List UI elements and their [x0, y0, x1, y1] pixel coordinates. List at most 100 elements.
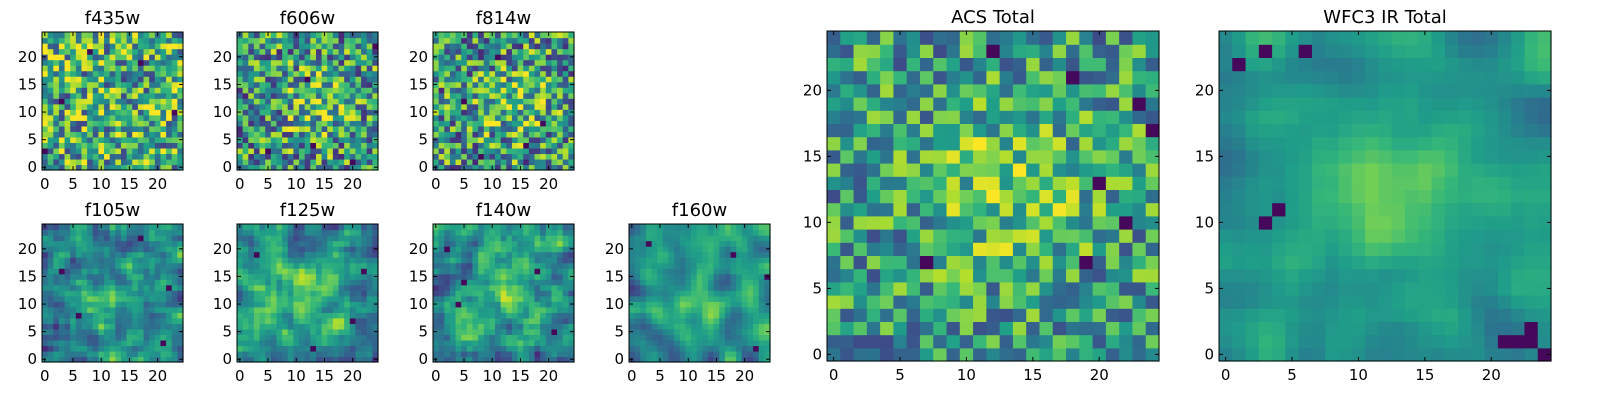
- heatmap-cell: [166, 224, 173, 231]
- heatmap-cell: [75, 37, 83, 44]
- heatmap-cell: [999, 281, 1014, 296]
- heatmap-cell: [551, 224, 558, 231]
- heatmap-cell: [315, 350, 323, 358]
- heatmap-cell: [483, 350, 490, 358]
- heatmap-cell: [495, 290, 502, 297]
- heatmap-cell: [338, 131, 345, 138]
- heatmap-cell: [304, 65, 311, 72]
- heatmap-cell: [92, 76, 99, 83]
- heatmap-cell: [736, 350, 743, 358]
- heatmap-cell: [685, 273, 692, 280]
- heatmap-cell: [489, 345, 496, 352]
- heatmap-cell: [53, 76, 60, 83]
- heatmap-cell: [478, 317, 485, 324]
- heatmap-cell: [444, 164, 451, 171]
- heatmap-cell: [293, 279, 300, 286]
- heatmap-cell: [361, 273, 368, 280]
- heatmap-cell: [747, 235, 754, 242]
- heatmap-cell: [355, 290, 362, 297]
- heatmap-cell: [282, 43, 289, 50]
- heatmap-cell: [433, 240, 440, 247]
- heatmap-cell: [299, 306, 306, 313]
- heatmap-cell: [321, 268, 328, 275]
- heatmap-cell: [540, 92, 547, 99]
- heatmap-cell: [719, 224, 726, 231]
- heatmap-cell: [707, 328, 715, 335]
- heatmap-cell: [483, 224, 490, 231]
- heatmap-cell: [946, 242, 961, 256]
- heatmap-cell: [299, 251, 306, 258]
- heatmap-cell: [557, 295, 564, 302]
- heatmap-cell: [461, 268, 468, 275]
- heatmap-cell: [483, 136, 490, 143]
- heatmap-cell: [933, 229, 948, 243]
- heatmap-cell: [332, 339, 340, 347]
- heatmap-cell: [557, 317, 564, 324]
- heatmap-cell: [557, 257, 564, 264]
- heatmap-cell: [104, 328, 111, 335]
- heatmap-cell: [545, 295, 553, 302]
- heatmap-cell: [433, 235, 440, 242]
- heatmap-cell: [104, 87, 111, 94]
- heatmap-cell: [304, 279, 311, 286]
- heatmap-cell: [562, 48, 569, 55]
- heatmap-cell: [506, 279, 513, 286]
- heatmap-cell: [270, 334, 278, 341]
- heatmap-cell: [523, 98, 530, 105]
- heatmap-cell: [154, 251, 162, 258]
- heatmap-cell: [361, 262, 368, 269]
- heatmap-cell: [160, 334, 167, 341]
- heatmap-cell: [177, 251, 184, 258]
- heatmap-cell: [149, 136, 156, 143]
- heatmap-cell: [332, 120, 340, 127]
- heatmap-cell: [540, 345, 547, 352]
- heatmap-cell: [143, 257, 150, 264]
- heatmap-cell: [276, 81, 283, 88]
- heatmap-cell: [237, 59, 244, 66]
- heatmap-cell: [53, 317, 60, 324]
- heatmap-cell: [321, 76, 328, 83]
- heatmap-cell: [265, 323, 272, 330]
- heatmap-cell: [753, 235, 760, 242]
- heatmap-cell: [545, 103, 553, 110]
- heatmap-cell: [679, 229, 686, 236]
- heatmap-cell: [115, 334, 122, 341]
- heatmap-cell: [1079, 215, 1094, 230]
- heatmap-cell: [1119, 295, 1134, 309]
- heatmap-cell: [707, 262, 715, 269]
- heatmap-cell: [299, 37, 306, 44]
- heatmap-cell: [668, 257, 675, 264]
- heatmap-cell: [137, 251, 145, 258]
- heatmap-cell: [472, 142, 479, 149]
- heatmap-cell: [349, 328, 357, 335]
- heatmap-cell: [483, 284, 490, 291]
- heatmap-cell: [444, 131, 451, 138]
- heatmap-cell: [449, 103, 457, 110]
- heatmap-cell: [276, 257, 283, 264]
- heatmap-cell: [747, 246, 754, 253]
- heatmap-cell: [299, 268, 306, 275]
- heatmap-cell: [338, 87, 345, 94]
- heatmap-cell: [47, 345, 54, 352]
- heatmap-cell: [696, 240, 703, 247]
- heatmap-cell: [270, 301, 278, 308]
- heatmap-cell: [696, 334, 703, 341]
- heatmap-cell: [81, 301, 88, 308]
- heatmap-cell: [132, 109, 139, 116]
- heatmap-cell: [433, 87, 440, 94]
- heatmap-cell: [171, 295, 178, 302]
- heatmap-cell: [489, 251, 496, 258]
- heatmap-cell: [1066, 189, 1080, 204]
- y-tick-label: 10: [605, 295, 624, 313]
- heatmap-cell: [171, 48, 178, 55]
- heatmap-cell: [282, 356, 289, 363]
- heatmap-cell: [259, 273, 266, 280]
- heatmap-cell: [315, 290, 323, 297]
- heatmap-cell: [154, 229, 162, 236]
- heatmap-cell: [81, 257, 88, 264]
- heatmap-cell: [562, 65, 569, 72]
- heatmap-cell: [81, 235, 88, 242]
- heatmap-cell: [58, 142, 66, 149]
- heatmap-cell: [160, 70, 167, 77]
- heatmap-cell: [461, 125, 468, 132]
